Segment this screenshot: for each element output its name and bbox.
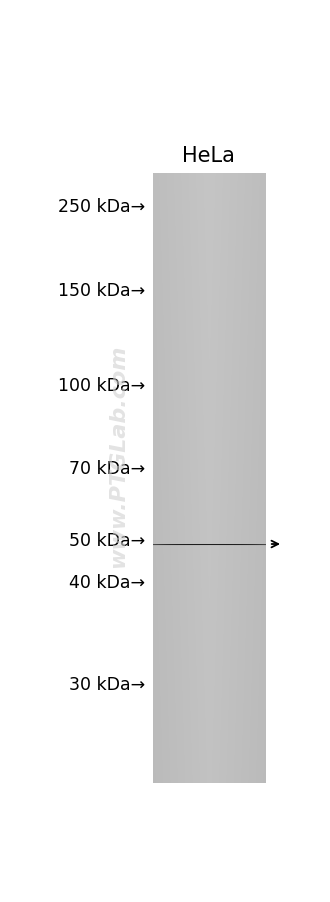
Text: HeLa: HeLa <box>182 146 235 166</box>
Text: 100 kDa→: 100 kDa→ <box>58 377 145 395</box>
Text: 30 kDa→: 30 kDa→ <box>69 676 145 694</box>
Text: 70 kDa→: 70 kDa→ <box>69 459 145 477</box>
Text: 50 kDa→: 50 kDa→ <box>69 531 145 549</box>
Text: www.PTGLab.com: www.PTGLab.com <box>108 344 128 567</box>
Text: 40 kDa→: 40 kDa→ <box>69 573 145 591</box>
Text: 250 kDa→: 250 kDa→ <box>58 198 145 216</box>
Text: 150 kDa→: 150 kDa→ <box>58 281 145 299</box>
